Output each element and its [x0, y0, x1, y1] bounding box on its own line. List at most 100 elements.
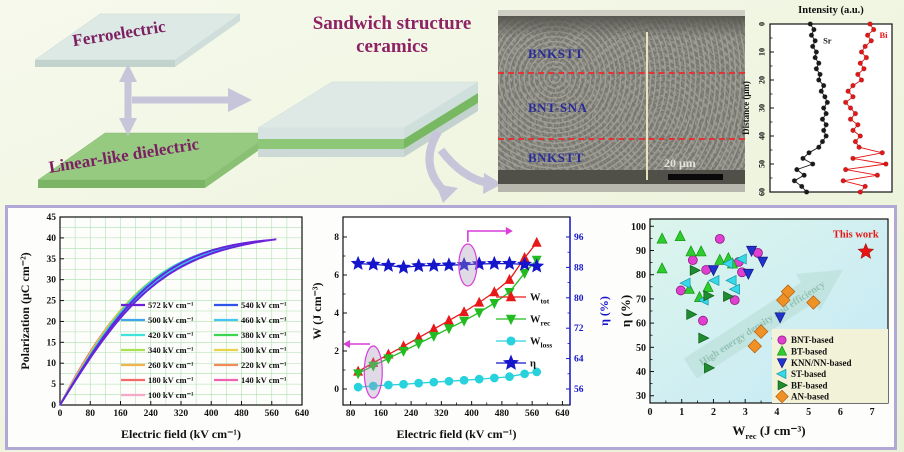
eds-line-scan-chart: Intensity (a.u.) 0 10 20 30 40 50 60 Distance (μ…	[740, 0, 904, 205]
svg-text:40: 40	[47, 234, 57, 244]
svg-text:480: 480	[495, 409, 510, 419]
svg-text:Sr: Sr	[823, 36, 832, 46]
svg-text:10: 10	[758, 48, 767, 56]
svg-text:400: 400	[204, 409, 219, 419]
svg-text:Bi: Bi	[879, 30, 888, 40]
sem-layer-label-middle: BNT-SNA	[528, 100, 588, 115]
svg-text:0: 0	[334, 385, 339, 395]
svg-text:40: 40	[636, 367, 646, 378]
schematic-drawing	[34, 13, 502, 203]
svg-text:500 kV cm⁻¹: 500 kV cm⁻¹	[148, 315, 194, 325]
svg-text:W (J cm⁻³): W (J cm⁻³)	[310, 282, 324, 339]
svg-text:100: 100	[631, 222, 646, 233]
svg-text:30: 30	[47, 276, 57, 286]
svg-text:30: 30	[636, 391, 646, 402]
sem-layer-label-top: BNKSTT	[528, 46, 584, 61]
svg-text:1: 1	[679, 407, 684, 418]
svg-text:0: 0	[648, 407, 653, 418]
svg-text:η (%): η (%)	[620, 295, 633, 327]
sem-top-surface	[498, 10, 745, 16]
svg-text:72: 72	[574, 324, 584, 334]
svg-text:80: 80	[636, 270, 646, 281]
svg-text:572 kV cm⁻¹: 572 kV cm⁻¹	[148, 300, 194, 310]
svg-text:This work: This work	[833, 230, 879, 241]
svg-text:340 kV cm⁻¹: 340 kV cm⁻¹	[148, 345, 194, 355]
ferroelectric-plate-edge	[35, 60, 175, 67]
schematic-title: Sandwich structure ceramics	[292, 12, 492, 58]
svg-text:90: 90	[636, 246, 646, 257]
svg-text:7: 7	[870, 407, 875, 418]
svg-text:20: 20	[47, 317, 57, 327]
layer-boundary-line-top	[498, 72, 745, 74]
svg-text:50: 50	[636, 343, 646, 354]
svg-text:0: 0	[58, 409, 63, 419]
svg-text:240: 240	[404, 409, 419, 419]
svg-text:80: 80	[346, 409, 356, 419]
svg-text:20: 20	[758, 76, 767, 84]
svg-text:320: 320	[174, 409, 189, 419]
combine-arrows-icon	[119, 64, 252, 136]
svg-text:70: 70	[636, 294, 646, 305]
svg-text:Electric field (kV cm⁻¹): Electric field (kV cm⁻¹)	[396, 427, 516, 441]
sem-layer-label-bottom: BNKSTT	[528, 150, 584, 165]
svg-text:560: 560	[525, 409, 540, 419]
svg-text:ST-based: ST-based	[791, 369, 826, 379]
schematic-title-line1: Sandwich structure	[312, 13, 472, 34]
svg-text:60: 60	[636, 319, 646, 330]
svg-text:KNN/NN-based: KNN/NN-based	[791, 358, 852, 368]
svg-text:100 kV cm⁻¹: 100 kV cm⁻¹	[148, 390, 194, 400]
svg-text:140 kV cm⁻¹: 140 kV cm⁻¹	[241, 375, 287, 385]
svg-text:BT-based: BT-based	[791, 347, 827, 357]
dielectric-plate-edge	[38, 180, 205, 188]
comparison-scatter-chart: High energy density and efficiency 0 1 2 3 4 5…	[618, 209, 894, 447]
svg-text:480: 480	[234, 409, 249, 419]
svg-text:15: 15	[47, 338, 57, 348]
svg-text:88: 88	[574, 263, 584, 273]
svg-text:320: 320	[434, 409, 449, 419]
energy-density-chart: 80 160 240 320 400 480 560 640 0 2 4 6 8 56 64 72 80 88 96…	[310, 209, 630, 447]
svg-text:640: 640	[295, 409, 310, 419]
svg-text:640: 640	[555, 409, 570, 419]
svg-text:η (%): η (%)	[597, 296, 611, 326]
svg-text:2: 2	[334, 347, 339, 357]
ferroelectric-plate-side	[175, 14, 240, 67]
svg-text:35: 35	[47, 255, 57, 265]
svg-text:60: 60	[758, 188, 767, 196]
svg-text:Polarization (μC cm⁻²): Polarization (μC cm⁻²)	[18, 252, 32, 369]
svg-text:160: 160	[113, 409, 128, 419]
svg-text:460 kV cm⁻¹: 460 kV cm⁻¹	[241, 315, 287, 325]
svg-text:64: 64	[574, 355, 584, 365]
svg-text:η: η	[530, 359, 536, 370]
svg-text:380 kV cm⁻¹: 380 kV cm⁻¹	[241, 330, 287, 340]
svg-text:56: 56	[574, 385, 584, 395]
pe-loop-chart: 0 80 160 240 320 400 480 560 640 0 5 10 15 20 25 30 35 40…	[16, 209, 346, 447]
pe-loop-svg: 0 80 160 240 320 400 480 560 640 0 5 10 15 20 25 30 35 40…	[18, 213, 310, 441]
svg-text:AN-based: AN-based	[791, 392, 829, 402]
svg-text:BF-based: BF-based	[791, 380, 828, 390]
eds-line-scan-marker	[646, 32, 648, 180]
svg-text:BNT-based: BNT-based	[791, 335, 834, 345]
svg-text:Distance (μm): Distance (μm)	[741, 81, 751, 135]
svg-text:96: 96	[574, 233, 584, 243]
svg-text:160: 160	[374, 409, 389, 419]
svg-text:Wrec (J cm⁻³): Wrec (J cm⁻³)	[732, 423, 805, 441]
svg-text:5: 5	[806, 407, 811, 418]
svg-text:Wrec: Wrec	[530, 315, 551, 328]
sem-bottom-surface	[498, 184, 745, 192]
svg-text:Wtot: Wtot	[530, 293, 550, 306]
svg-text:5: 5	[51, 380, 56, 390]
svg-text:300 kV cm⁻¹: 300 kV cm⁻¹	[241, 345, 287, 355]
energy-density-svg: 80 160 240 320 400 480 560 640 0 2 4 6 8 56 64 72 80 88 96…	[310, 216, 611, 441]
svg-text:4: 4	[334, 309, 339, 319]
sem-cross-section-image: BNKSTT BNT-SNA BNKSTT 20 μm	[498, 10, 745, 192]
svg-text:80: 80	[86, 409, 96, 419]
sandwich-plate	[257, 81, 479, 157]
svg-text:6: 6	[334, 271, 339, 281]
svg-text:180 kV cm⁻¹: 180 kV cm⁻¹	[148, 375, 194, 385]
sandwich-schematic: Ferroelectric Linear-like dielectric San…	[0, 0, 502, 205]
svg-text:3: 3	[743, 407, 748, 418]
svg-text:540 kV cm⁻¹: 540 kV cm⁻¹	[241, 300, 287, 310]
svg-text:45: 45	[47, 213, 57, 223]
scale-bar-text: 20 μm	[664, 156, 696, 170]
